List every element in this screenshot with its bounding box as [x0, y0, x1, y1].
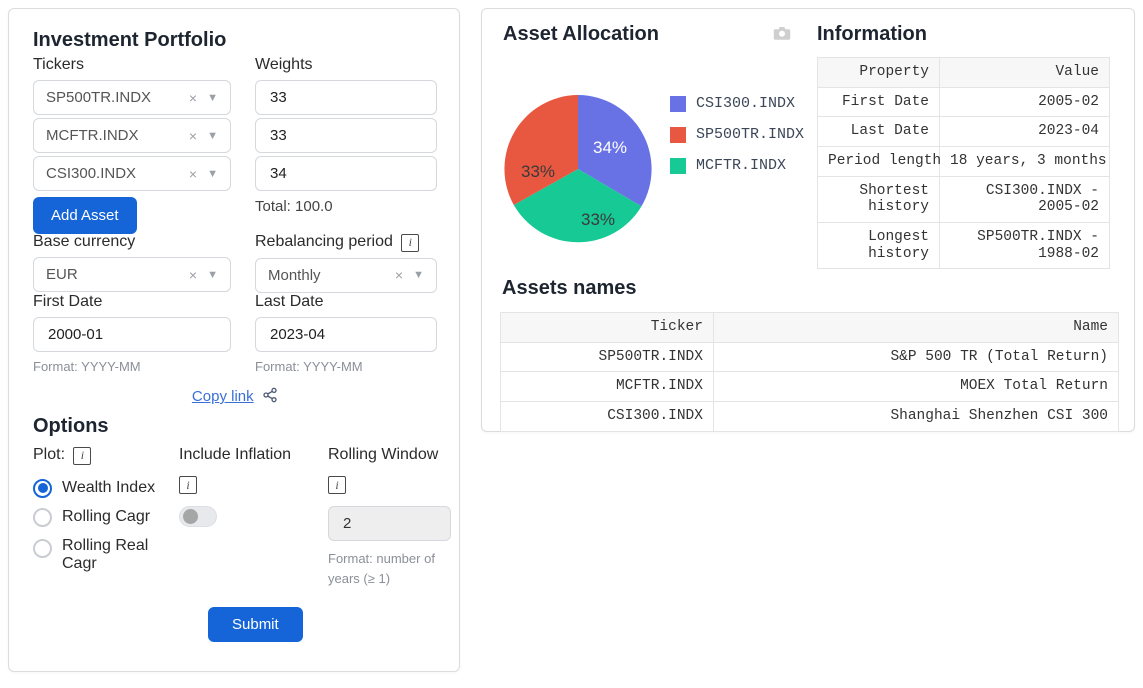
svg-text:33%: 33% — [581, 210, 615, 229]
svg-text:33%: 33% — [521, 162, 555, 181]
svg-text:34%: 34% — [593, 138, 627, 157]
